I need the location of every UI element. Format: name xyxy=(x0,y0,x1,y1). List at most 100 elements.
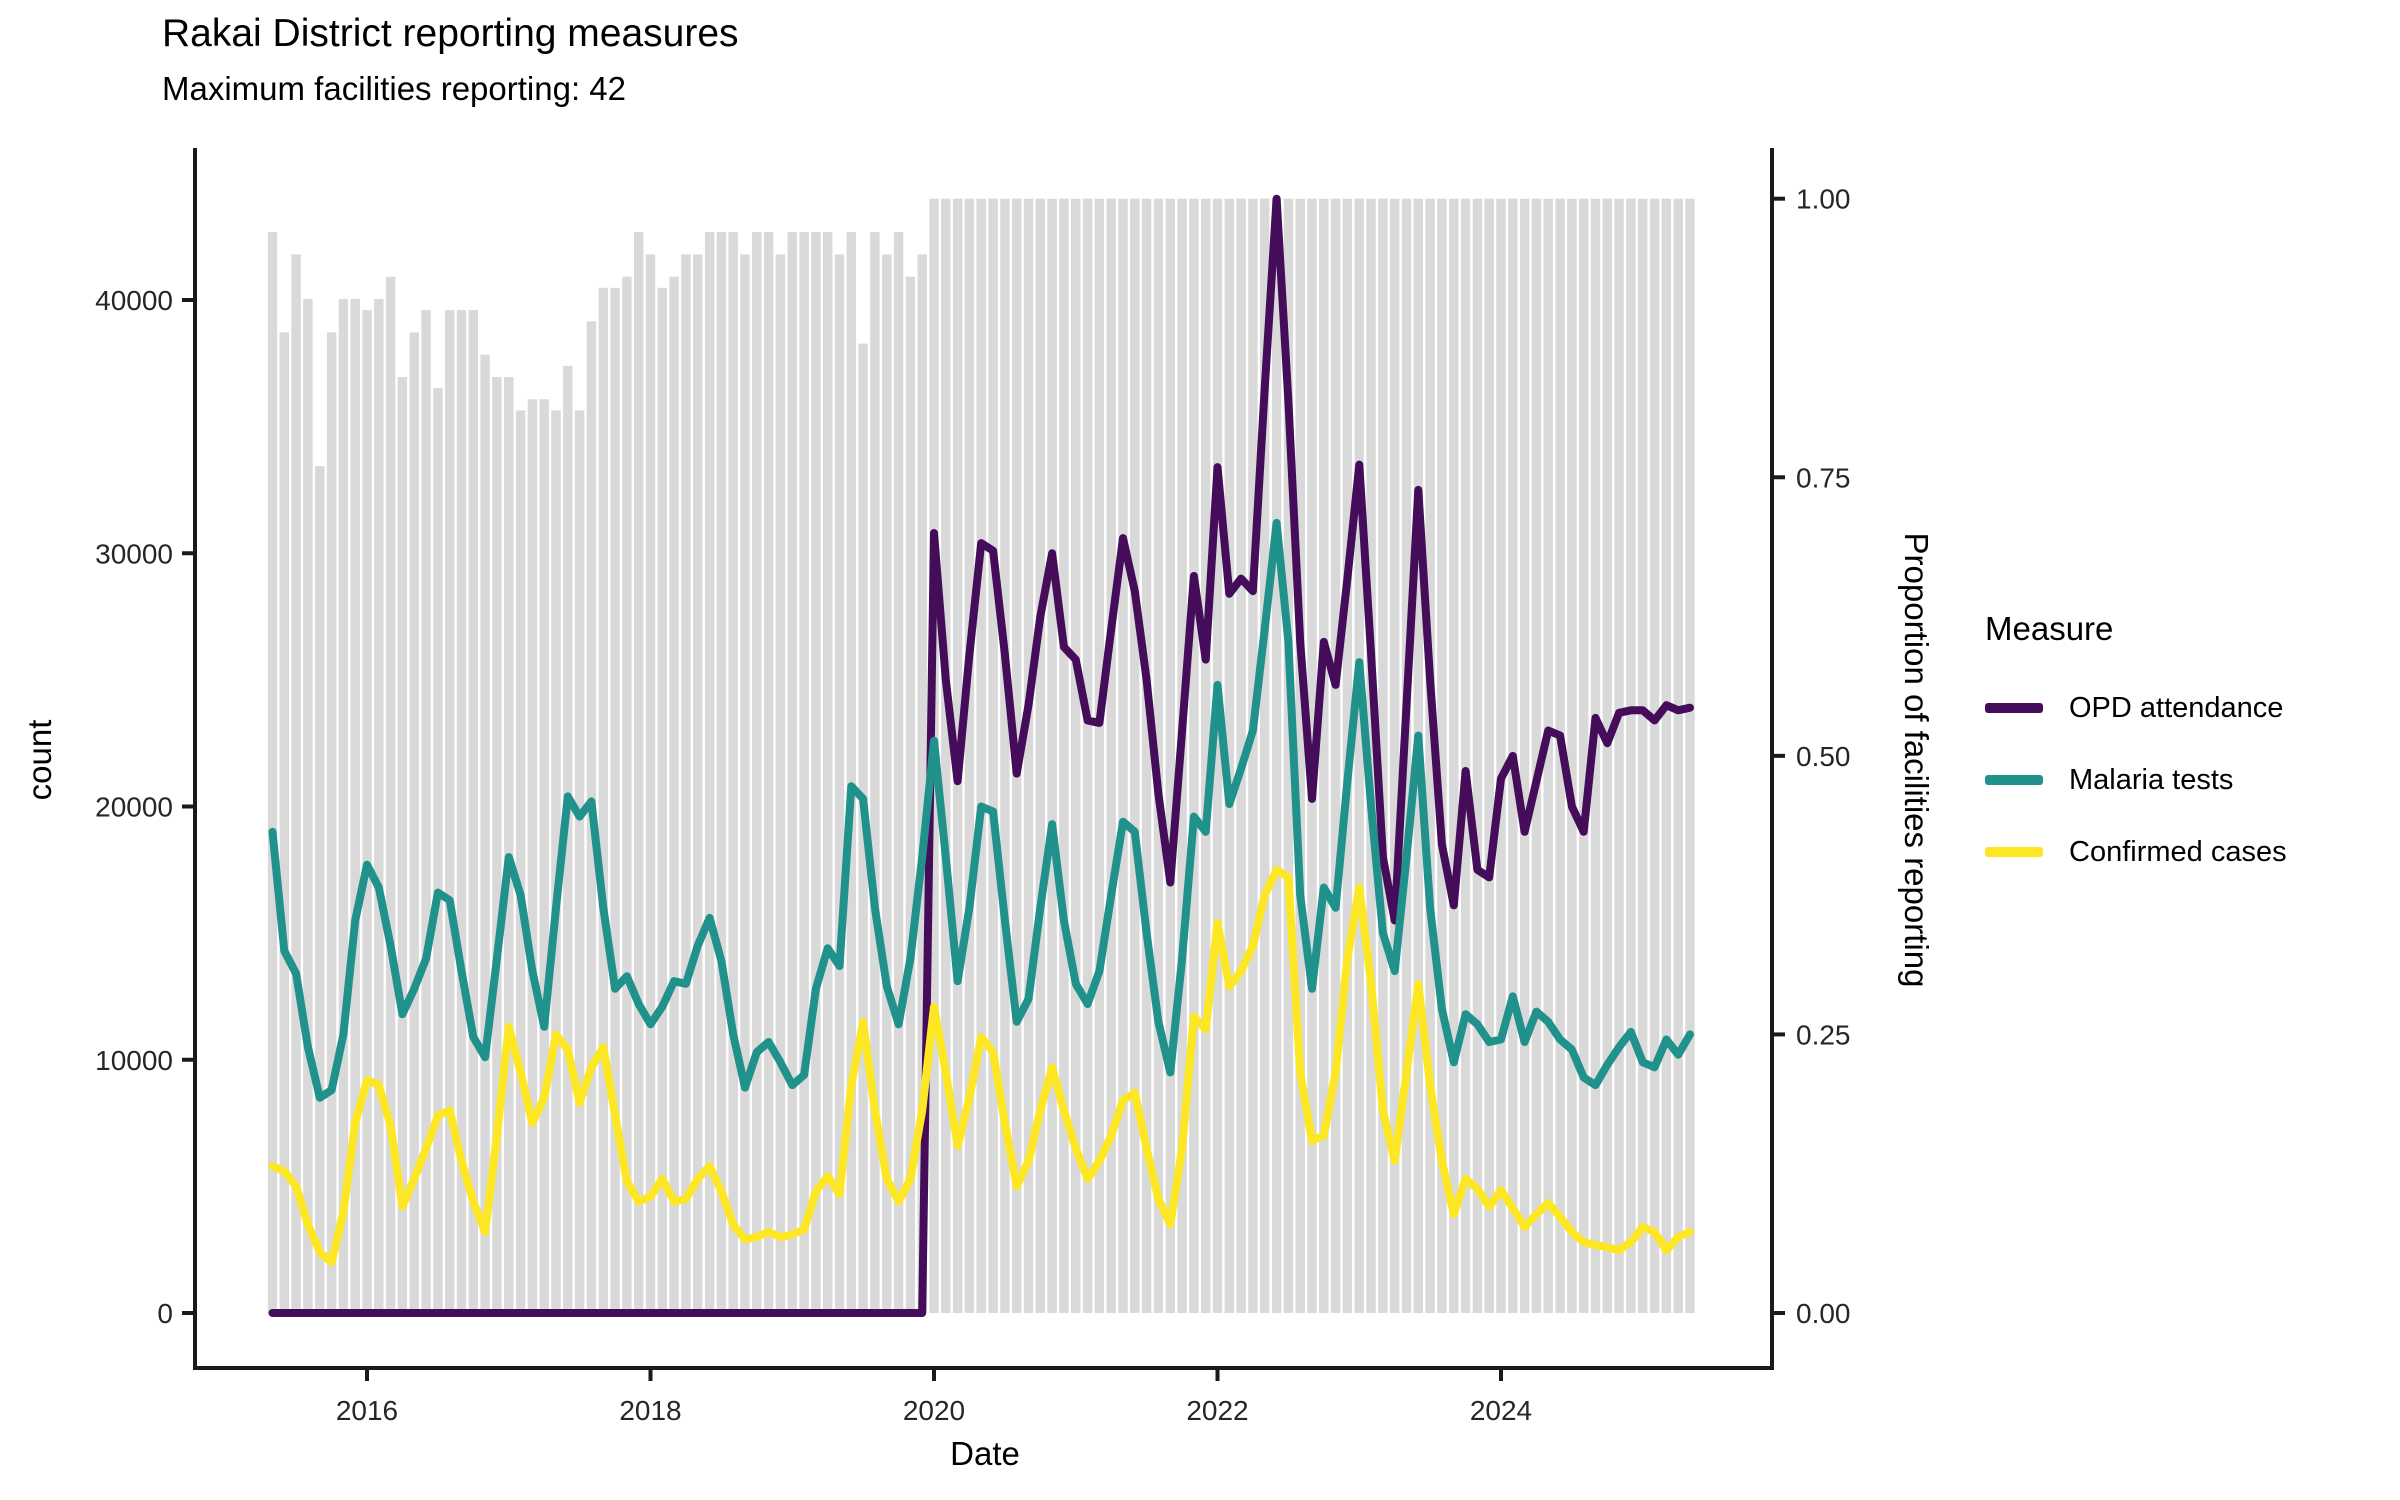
reporting-bar xyxy=(551,410,561,1313)
reporting-bar xyxy=(834,254,845,1313)
reporting-bar xyxy=(1130,198,1140,1314)
reporting-bar xyxy=(1047,198,1057,1314)
reporting-bar xyxy=(787,232,797,1314)
reporting-bar xyxy=(1638,198,1648,1314)
reporting-bar xyxy=(1094,198,1105,1314)
reporting-bar xyxy=(504,377,514,1313)
reporting-bar xyxy=(1059,198,1069,1314)
reporting-bar xyxy=(480,354,490,1313)
reporting-bar xyxy=(1106,198,1116,1314)
reporting-bar xyxy=(1271,198,1282,1314)
x-tick-label: 2018 xyxy=(619,1395,681,1426)
reporting-bar xyxy=(1212,198,1223,1314)
reporting-bar xyxy=(1437,198,1447,1314)
reporting-bar xyxy=(1224,198,1234,1314)
reporting-bar xyxy=(622,276,632,1314)
x-tick-label: 2024 xyxy=(1470,1395,1532,1426)
reporting-bar xyxy=(1626,198,1636,1314)
reporting-bar xyxy=(905,276,916,1314)
reporting-bar xyxy=(515,410,526,1313)
legend-item-malaria: Malaria tests xyxy=(1985,744,2287,816)
reporting-bar xyxy=(350,299,360,1313)
reporting-bar xyxy=(598,287,608,1313)
legend-item-opd: OPD attendance xyxy=(1985,672,2287,744)
y-left-tick-label: 30000 xyxy=(95,538,173,569)
reporting-bar xyxy=(1082,198,1093,1314)
reporting-bar xyxy=(1579,198,1589,1314)
reporting-bar xyxy=(326,332,337,1313)
y-left-tick-label: 40000 xyxy=(95,285,173,316)
reporting-bar xyxy=(1165,198,1175,1314)
y-right-tick-label: 0.50 xyxy=(1796,741,1851,772)
reporting-bar xyxy=(315,466,325,1314)
reporting-bar xyxy=(752,232,762,1314)
reporting-bar xyxy=(1248,198,1258,1314)
reporting-bar xyxy=(409,332,419,1313)
reporting-bar xyxy=(291,254,301,1313)
reporting-bar xyxy=(456,310,467,1314)
reporting-bar xyxy=(468,310,478,1314)
reporting-bar xyxy=(362,310,372,1314)
reporting-bar xyxy=(1460,198,1471,1314)
reporting-bar xyxy=(1118,198,1128,1314)
x-tick-label: 2020 xyxy=(903,1395,965,1426)
reporting-bar xyxy=(1141,198,1152,1314)
reporting-bar xyxy=(1000,198,1010,1314)
x-axis-title-date: Date xyxy=(950,1435,1020,1472)
reporting-bar xyxy=(1649,198,1660,1314)
reporting-bar xyxy=(941,198,951,1314)
reporting-bar xyxy=(681,254,691,1313)
reporting-bar xyxy=(669,276,679,1314)
y-right-tick-label: 0.25 xyxy=(1796,1019,1851,1050)
legend-label-confirmed: Confirmed cases xyxy=(2069,835,2287,868)
y-right-tick-label: 0.75 xyxy=(1796,462,1851,493)
reporting-bar xyxy=(1035,198,1045,1314)
reporting-bar xyxy=(893,232,904,1314)
y-right-tick-label: 0.00 xyxy=(1796,1298,1851,1329)
reporting-bar xyxy=(728,232,738,1314)
series-line-opd-attendance xyxy=(268,194,1694,1317)
reporting-bar xyxy=(870,232,880,1314)
facility-reporting-bars xyxy=(267,198,1695,1314)
reporting-bar xyxy=(1685,198,1695,1314)
reporting-bar xyxy=(1484,198,1494,1314)
reporting-bar xyxy=(338,299,349,1313)
reporting-bar xyxy=(385,276,396,1314)
opd-attendance-line-swatch xyxy=(1985,703,2043,713)
reporting-bar xyxy=(799,232,809,1314)
reporting-bar xyxy=(823,232,833,1314)
reporting-bar xyxy=(1189,198,1199,1314)
reporting-bar xyxy=(1602,198,1612,1314)
legend-label-malaria: Malaria tests xyxy=(2069,763,2234,796)
reporting-bar xyxy=(1201,198,1211,1314)
reporting-bar xyxy=(693,254,703,1313)
reporting-bar xyxy=(539,399,549,1313)
reporting-bar xyxy=(1366,198,1376,1314)
reporting-bar xyxy=(716,232,727,1314)
reporting-bar xyxy=(964,198,975,1314)
legend-label-opd: OPD attendance xyxy=(2069,691,2284,724)
reporting-bar xyxy=(1295,198,1305,1314)
reporting-bar xyxy=(279,332,289,1313)
reporting-bar xyxy=(374,299,384,1313)
legend-title: Measure xyxy=(1985,610,2114,647)
reporting-bar xyxy=(988,198,998,1314)
reporting-bar xyxy=(445,310,455,1314)
reporting-bar xyxy=(610,287,620,1313)
reporting-bar xyxy=(657,287,667,1313)
reporting-bar xyxy=(303,299,313,1313)
reporting-bar xyxy=(775,254,786,1313)
reporting-bar xyxy=(976,198,986,1314)
reporting-bar xyxy=(1354,198,1364,1314)
y-left-tick-label: 20000 xyxy=(95,792,173,823)
reporting-bar xyxy=(1673,198,1683,1314)
reporting-bar xyxy=(492,377,502,1313)
reporting-bar xyxy=(1283,198,1294,1314)
reporting-bar xyxy=(740,254,750,1313)
x-tick-label: 2022 xyxy=(1186,1395,1248,1426)
legend: Measure OPD attendance Malaria tests Con… xyxy=(1985,610,2287,888)
reporting-bar xyxy=(1449,198,1459,1314)
reporting-bar xyxy=(846,232,856,1314)
